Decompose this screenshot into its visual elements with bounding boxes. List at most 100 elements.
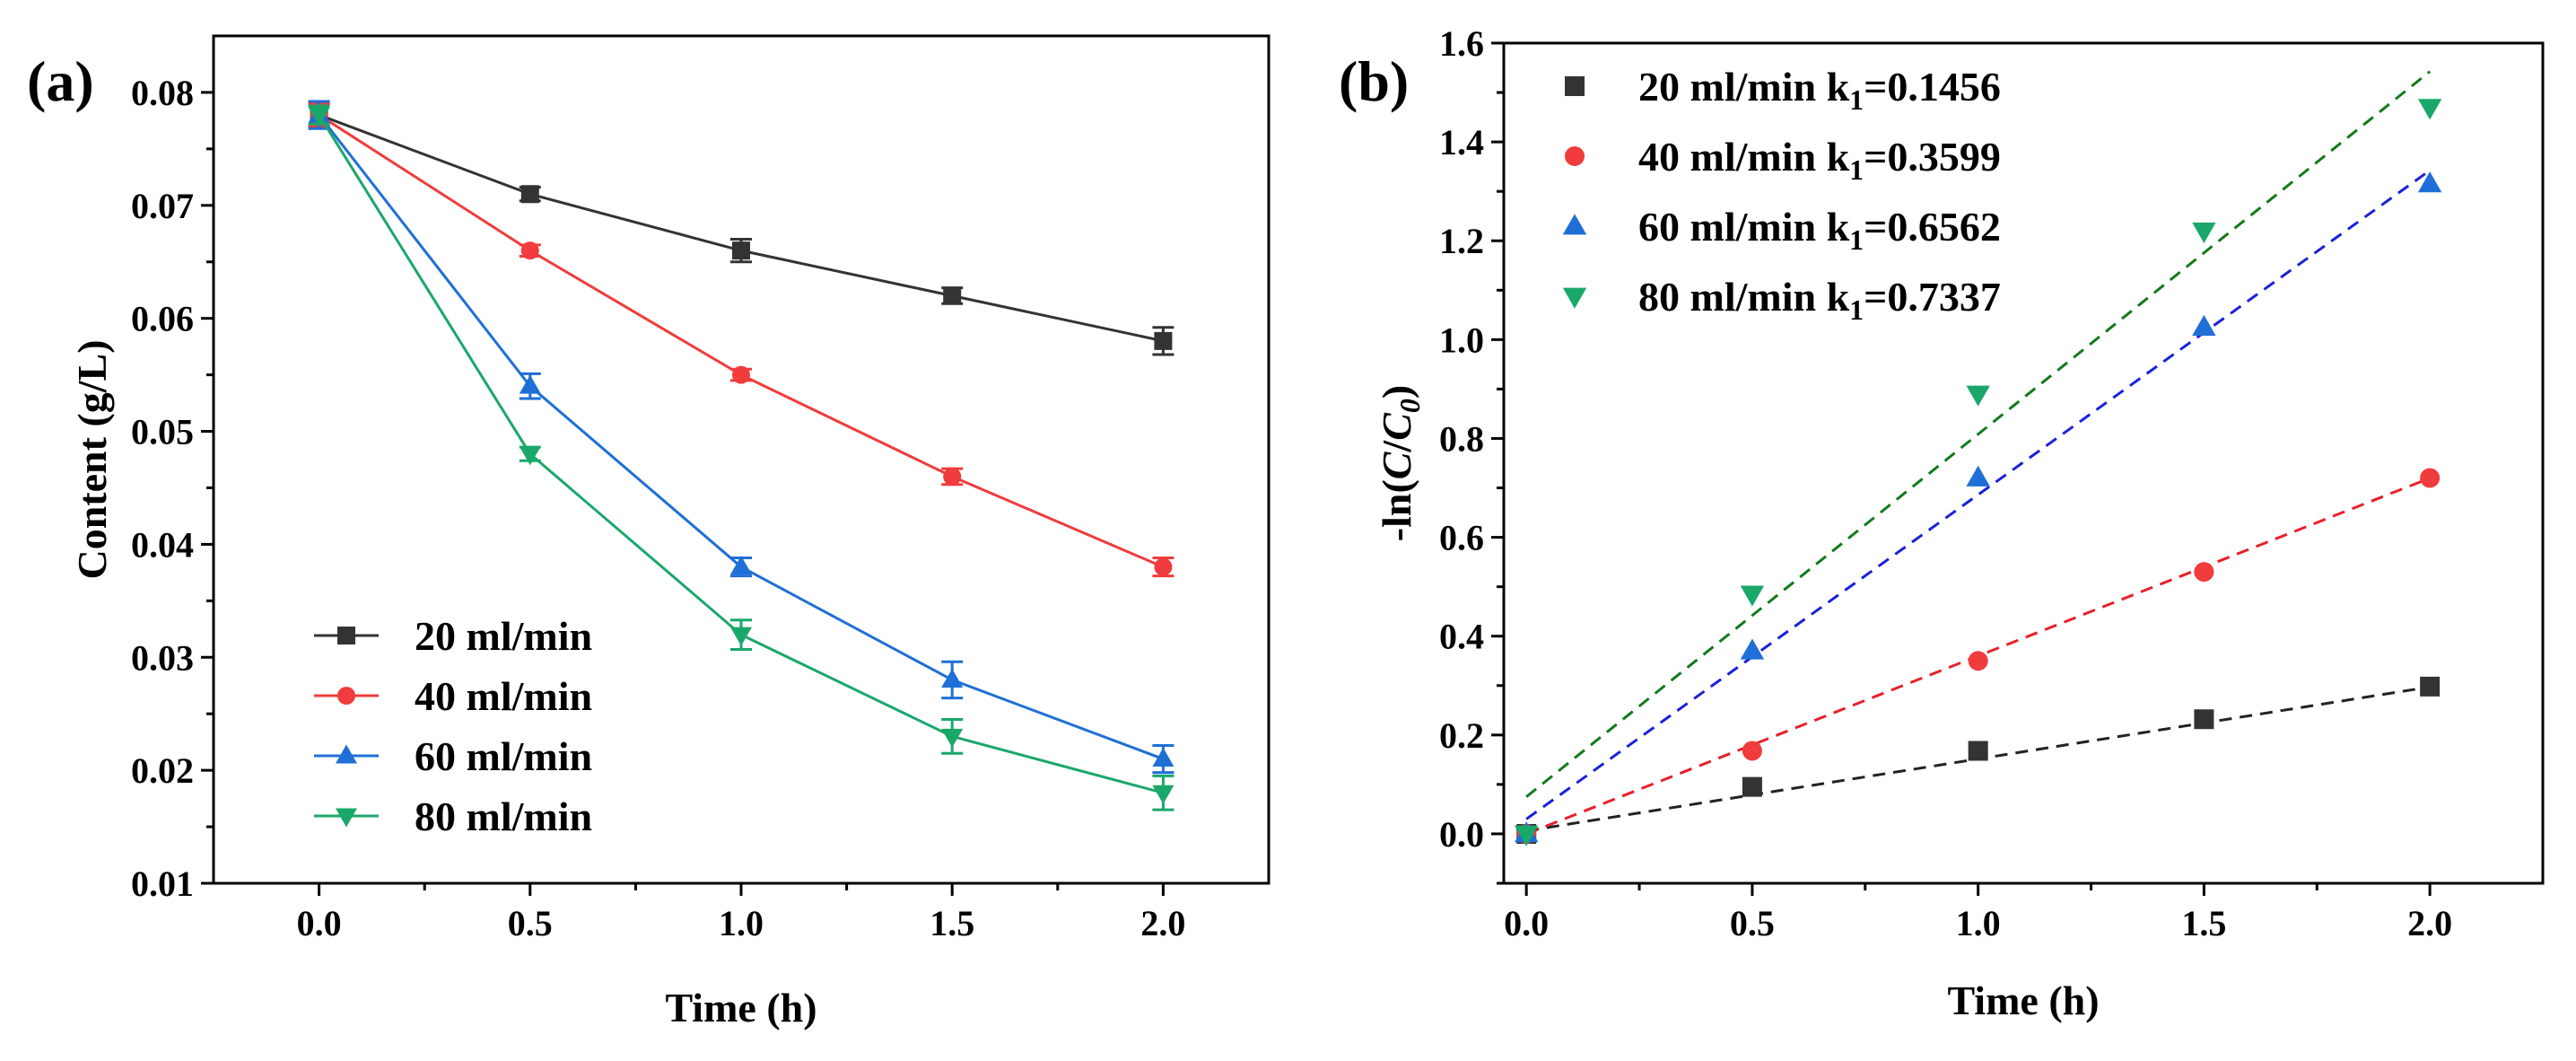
legend-item: 80 ml/min (314, 794, 592, 839)
legend-marker (337, 627, 355, 644)
data-point (1514, 825, 1539, 846)
legend-marker (1562, 214, 1587, 235)
series-80-ml-min (1514, 99, 2442, 846)
data-point (520, 241, 539, 260)
data-point (2420, 468, 2441, 488)
legend-marker (1565, 76, 1585, 96)
legend-item: 20 ml/min k1=0.1456 (1565, 64, 2001, 116)
data-point (1742, 741, 1762, 761)
series-line (319, 113, 1164, 343)
data-point (1968, 741, 1988, 761)
data-point (2417, 99, 2442, 120)
data-point (1968, 651, 1988, 671)
y-tick-label: 0.0 (1439, 814, 1484, 855)
x-tick-label: 2.0 (1140, 903, 1185, 943)
legend-series-name: 80 ml/min (1638, 274, 1816, 320)
data-point (730, 627, 752, 646)
x-tick-label: 1.5 (930, 903, 974, 943)
series-80-ml-min (308, 104, 1174, 811)
panel-b-y-title-slash: / (1374, 440, 1419, 453)
panel-a-legend: 20 ml/min 40 ml/min 60 ml/min 80 ml/min (314, 613, 592, 839)
y-tick-label: 1.6 (1439, 23, 1484, 64)
series-line (318, 113, 1164, 568)
data-point (1966, 465, 1990, 487)
legend-k: k (1816, 64, 1850, 110)
y-tick-label: 0.03 (131, 637, 194, 678)
y-tick-label: 0.08 (131, 73, 194, 113)
legend-marker (1565, 146, 1585, 166)
data-point (520, 185, 539, 204)
data-point (2192, 314, 2216, 336)
data-point (943, 467, 962, 486)
data-point (1152, 785, 1174, 804)
legend-label: 20 ml/min (415, 613, 592, 659)
legend-item: 40 ml/min k1=0.3599 (1565, 134, 2001, 186)
series-40-ml-min (308, 102, 1174, 578)
y-tick-label: 1.0 (1439, 320, 1484, 360)
panel-b-y-axis-title: -ln(C/C0) (1374, 385, 1426, 541)
x-tick-label: 2.0 (2407, 903, 2452, 943)
legend-series-name: 20 ml/min (415, 613, 592, 659)
y-tick-label: 0.01 (131, 864, 194, 904)
data-point (519, 446, 541, 466)
legend-label: 20 ml/min k1=0.1456 (1638, 64, 2001, 116)
panel-b-y-title-c0: C (1374, 412, 1419, 441)
series-20-ml-min (1516, 676, 2441, 844)
panel-b-plot-frame (1502, 41, 2545, 885)
legend-k-sub: 1 (1849, 153, 1864, 186)
legend-item: 60 ml/min k1=0.6562 (1562, 204, 2001, 256)
y-tick-label: 0.8 (1439, 418, 1484, 459)
legend-marker (337, 687, 355, 705)
panel-a-y-axis-title: Content (g/L) (69, 339, 115, 579)
y-tick-label: 0.04 (131, 524, 194, 565)
legend-label: 40 ml/min (415, 673, 592, 719)
y-tick-label: 1.4 (1439, 122, 1484, 162)
legend-label: 80 ml/min (415, 794, 592, 839)
panel-b-series (1514, 99, 2442, 846)
legend-k-value: =0.3599 (1864, 134, 2001, 180)
legend-item: 80 ml/min k1=0.7337 (1562, 274, 2001, 326)
legend-series-name: 60 ml/min (415, 733, 592, 779)
data-point (941, 728, 964, 748)
panel-b-ticks: 0.0 0.5 1.0 1.5 2.0 0.0 0.2 0.4 0.6 0.8 1.0 1.2 1.4 1… (1439, 23, 2452, 943)
y-tick-label: 0.4 (1439, 617, 1484, 657)
panel-a: (a) 0.0 0.5 1.0 1.5 2.00.010.020.030.040.050… (27, 34, 1271, 1030)
legend-k-sub: 1 (1849, 294, 1864, 326)
x-tick-label: 0.5 (1730, 903, 1775, 943)
y-tick-label: 0.06 (131, 299, 194, 339)
x-tick-label: 0.0 (1504, 903, 1549, 943)
legend-k-value: =0.1456 (1864, 64, 2001, 110)
legend-item: 20 ml/min (314, 613, 592, 659)
legend-item: 60 ml/min (314, 733, 592, 779)
fit-line (1525, 70, 2432, 798)
y-tick-label: 0.07 (131, 186, 194, 226)
panel-b-y-title-suffix: ) (1374, 385, 1419, 399)
legend-item: 40 ml/min (314, 673, 592, 719)
legend-series-name: 40 ml/min (1638, 134, 1816, 180)
legend-series-name: 20 ml/min (1638, 64, 1816, 110)
data-point (1740, 638, 1765, 660)
legend-k: k (1816, 274, 1850, 320)
legend-series-name: 60 ml/min (1638, 204, 1816, 250)
data-point (2417, 171, 2442, 193)
panel-b-y-title-c: C (1374, 451, 1419, 479)
panel-a-series (308, 100, 1174, 811)
data-point (1152, 748, 1174, 767)
y-tick-label: 0.02 (131, 750, 194, 791)
data-point (519, 374, 541, 394)
y-tick-label: 0.05 (131, 412, 194, 452)
x-tick-label: 1.5 (2181, 903, 2226, 943)
legend-marker (336, 808, 357, 828)
fit-line (1525, 169, 2432, 820)
legend-label: 40 ml/min k1=0.3599 (1638, 134, 2001, 186)
legend-series-name: 80 ml/min (415, 794, 592, 839)
series-60-ml-min (308, 100, 1174, 775)
data-point (2192, 222, 2216, 243)
legend-k-value: =0.6562 (1864, 204, 2001, 250)
data-point (1740, 585, 1765, 607)
data-point (2420, 676, 2441, 697)
x-tick-label: 1.0 (719, 903, 764, 943)
legend-k-sub: 1 (1849, 224, 1864, 256)
